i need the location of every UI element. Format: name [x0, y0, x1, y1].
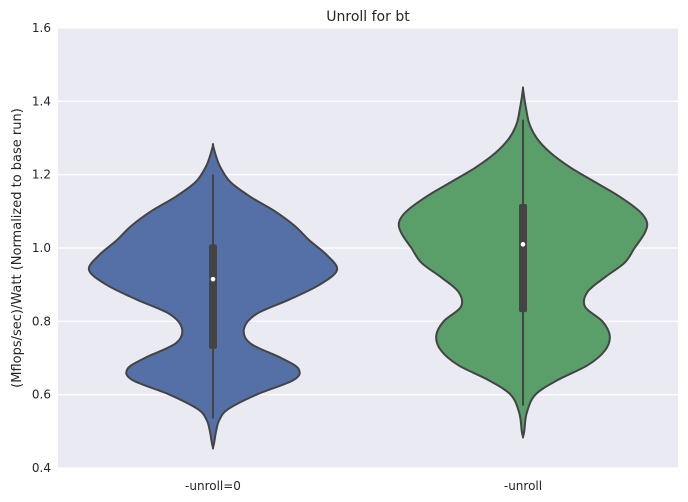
x-tick-labels: -unroll=0 -unroll	[185, 479, 542, 493]
y-tick-label: 0.6	[32, 388, 51, 402]
iqr-box	[209, 244, 217, 349]
median-point	[520, 242, 526, 247]
iqr-box	[519, 204, 527, 313]
y-tick-label: 0.8	[32, 314, 51, 328]
x-tick-label: -unroll	[504, 479, 542, 493]
y-tick-label: 1.4	[32, 94, 51, 108]
y-tick-label: 1.0	[32, 241, 51, 255]
x-tick-label: -unroll=0	[185, 479, 241, 493]
chart-title: Unroll for bt	[326, 9, 410, 25]
violins	[87, 86, 649, 450]
y-axis-title: (Mflops/sec)/Watt (Normalized to base ru…	[10, 108, 25, 388]
median-point	[210, 276, 216, 282]
y-tick-label: 1.6	[32, 21, 51, 35]
y-tick-labels: 0.4 0.6 0.8 1.0 1.2 1.4 1.6	[32, 21, 51, 475]
y-tick-label: 0.4	[32, 461, 51, 475]
y-tick-label: 1.2	[32, 168, 51, 182]
